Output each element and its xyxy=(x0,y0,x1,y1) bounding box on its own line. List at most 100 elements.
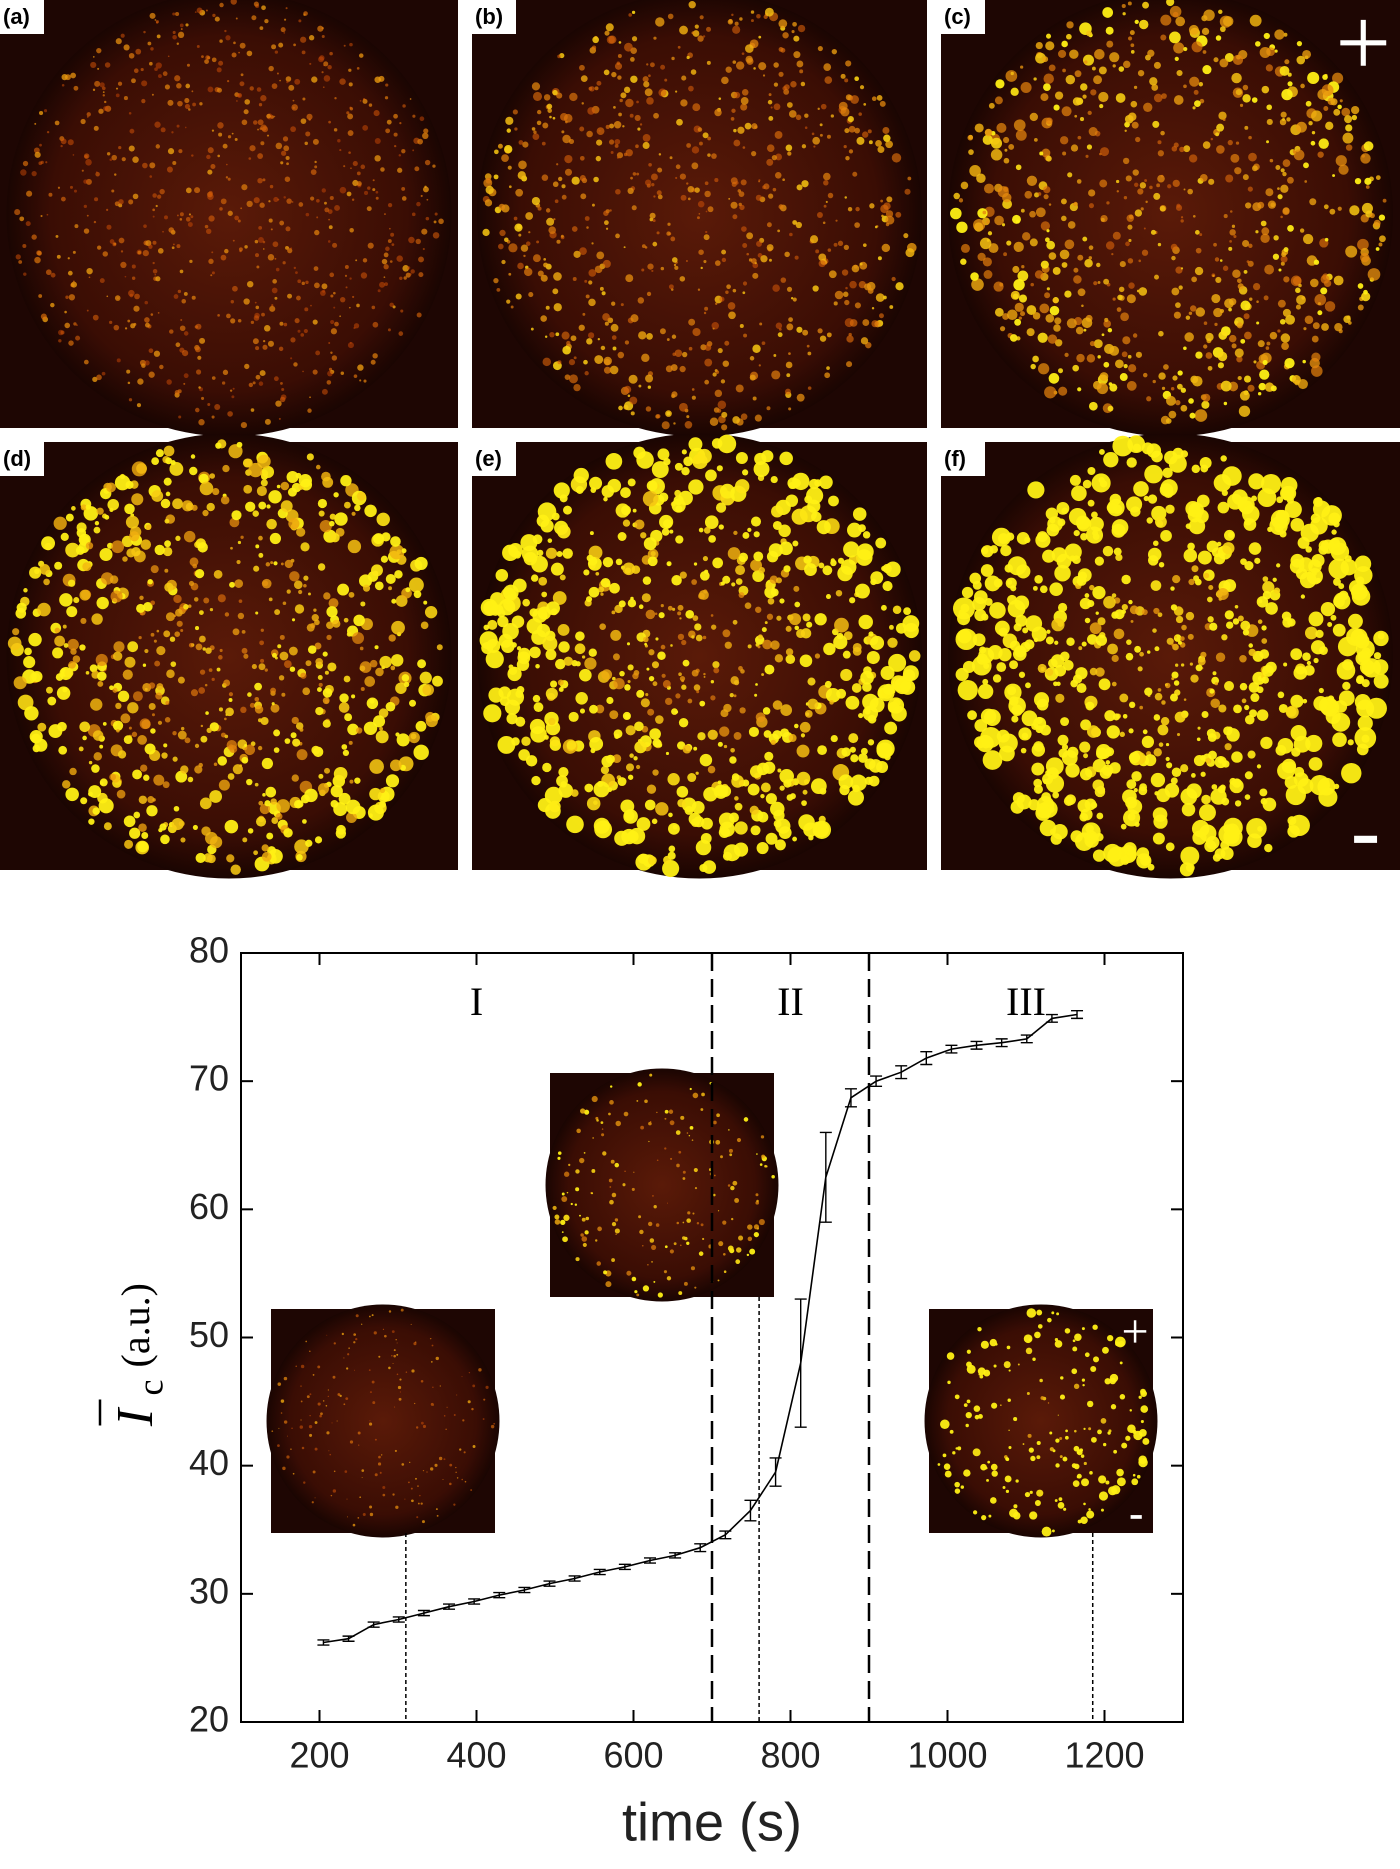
blob xyxy=(557,525,571,539)
blob xyxy=(348,69,351,72)
blob xyxy=(369,1505,372,1508)
blob xyxy=(633,1172,634,1173)
blob xyxy=(794,724,799,729)
blob xyxy=(1160,15,1171,26)
blob xyxy=(239,250,241,252)
blob xyxy=(261,313,265,317)
blob xyxy=(430,1338,431,1339)
blob xyxy=(711,624,716,629)
blob xyxy=(1046,636,1054,644)
blob xyxy=(1264,33,1270,39)
blob xyxy=(543,358,551,366)
blob xyxy=(1233,55,1243,65)
blob xyxy=(295,604,304,613)
blob xyxy=(1112,682,1117,687)
blob xyxy=(1173,12,1179,18)
blob xyxy=(186,187,192,193)
blob xyxy=(1021,82,1032,93)
blob xyxy=(159,823,166,830)
blob xyxy=(71,506,76,511)
blob xyxy=(46,687,53,694)
blob xyxy=(324,768,330,774)
blob xyxy=(522,546,538,562)
blob xyxy=(102,372,106,376)
blob xyxy=(580,193,586,199)
blob xyxy=(461,1479,463,1481)
blob xyxy=(1364,178,1371,185)
blob xyxy=(172,731,176,735)
blob xyxy=(225,707,234,716)
blob xyxy=(416,239,421,244)
blob xyxy=(272,702,275,705)
blob xyxy=(400,1391,401,1392)
blob xyxy=(603,260,611,268)
blob xyxy=(580,709,585,714)
blob xyxy=(1287,497,1294,504)
blob xyxy=(771,476,778,483)
blob xyxy=(632,11,635,14)
blob xyxy=(305,840,312,847)
blob xyxy=(341,744,347,750)
blob xyxy=(1240,339,1245,344)
blob xyxy=(255,240,259,244)
blob xyxy=(1082,237,1087,242)
blob xyxy=(423,1425,426,1428)
blob xyxy=(584,371,588,375)
blob xyxy=(1017,532,1030,545)
blob xyxy=(319,511,325,517)
blob xyxy=(646,668,649,671)
blob xyxy=(31,234,36,239)
blob xyxy=(314,230,319,235)
blob xyxy=(619,41,622,44)
blob xyxy=(383,1329,384,1330)
blob xyxy=(620,487,631,498)
blob xyxy=(563,1215,569,1221)
blob xyxy=(1186,315,1190,319)
blob xyxy=(58,339,61,342)
blob xyxy=(748,1237,752,1241)
blob xyxy=(1312,336,1319,343)
blob xyxy=(1338,637,1358,657)
blob xyxy=(1240,683,1248,691)
panel-label: (d) xyxy=(3,446,31,471)
blob xyxy=(1229,335,1236,342)
blob xyxy=(491,1425,494,1428)
blob xyxy=(330,533,339,542)
blob xyxy=(1128,364,1136,372)
blob xyxy=(1276,745,1287,756)
blob xyxy=(1124,196,1127,199)
blob xyxy=(758,36,761,39)
blob xyxy=(185,127,187,129)
blob xyxy=(390,666,395,671)
blob xyxy=(632,1188,635,1191)
blob xyxy=(538,502,557,521)
blob xyxy=(977,208,987,218)
blob xyxy=(117,358,121,362)
blob xyxy=(626,1271,631,1276)
blob xyxy=(459,1448,461,1450)
blob xyxy=(536,240,539,243)
blob xyxy=(1154,714,1161,721)
blob xyxy=(1014,119,1026,131)
blob xyxy=(408,1481,410,1483)
blob xyxy=(449,1483,452,1486)
blob xyxy=(1070,475,1081,486)
blob xyxy=(696,635,703,642)
blob xyxy=(180,212,184,216)
blob xyxy=(694,187,699,192)
blob xyxy=(689,1135,690,1136)
blob xyxy=(161,499,171,509)
blob xyxy=(177,621,183,627)
blob xyxy=(1041,221,1050,230)
blob xyxy=(385,83,388,86)
blob xyxy=(713,1194,716,1197)
blob xyxy=(143,775,149,781)
blob xyxy=(689,347,693,351)
blob xyxy=(364,505,376,517)
blob xyxy=(624,684,631,691)
blob xyxy=(228,135,231,138)
blob xyxy=(1245,794,1251,800)
blob xyxy=(100,82,105,87)
blob xyxy=(711,614,714,617)
blob xyxy=(285,176,290,181)
